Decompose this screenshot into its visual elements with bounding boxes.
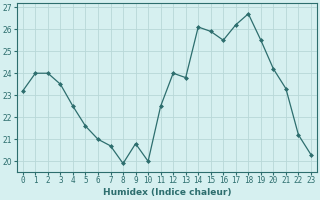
X-axis label: Humidex (Indice chaleur): Humidex (Indice chaleur) — [103, 188, 231, 197]
